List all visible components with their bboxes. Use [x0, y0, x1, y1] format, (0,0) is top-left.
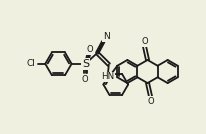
Text: S: S: [82, 59, 89, 69]
Text: O: O: [87, 45, 93, 54]
Text: Cl: Cl: [26, 59, 35, 68]
Text: O: O: [147, 97, 153, 106]
Text: O: O: [140, 37, 147, 46]
Text: O: O: [81, 75, 88, 84]
Text: HN: HN: [100, 72, 113, 81]
Text: N: N: [103, 32, 109, 41]
